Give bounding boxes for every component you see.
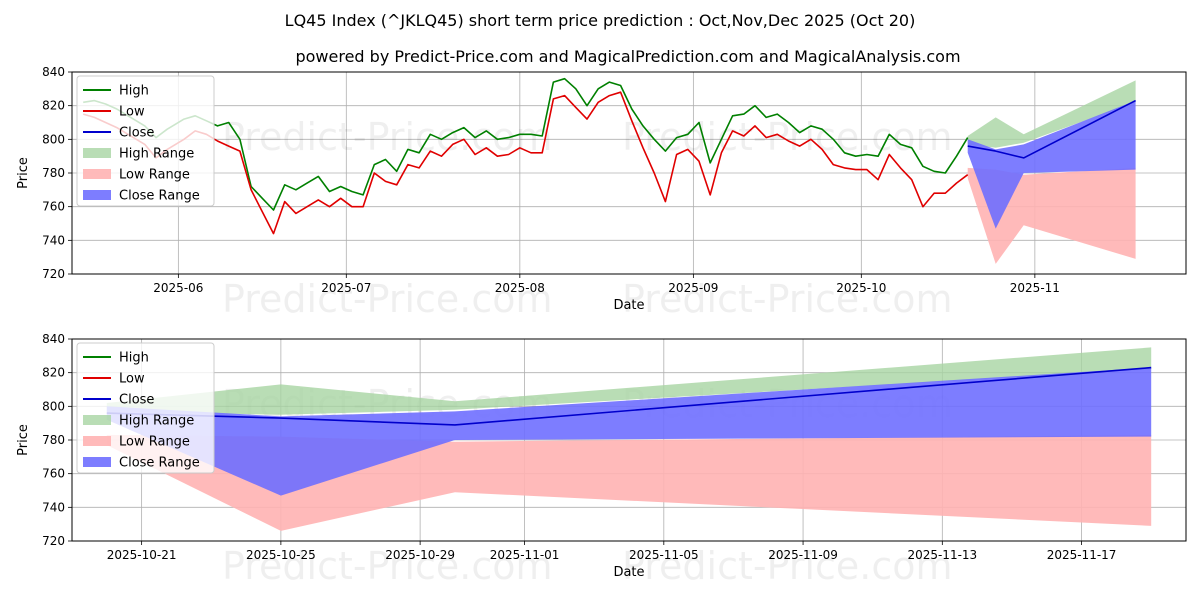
x-tick-label: 2025-06 [153, 281, 203, 295]
y-tick-label: 800 [42, 132, 65, 146]
close-range-band [106, 367, 1152, 496]
y-tick-label: 780 [42, 433, 65, 447]
legend-label-high: High [119, 351, 149, 366]
chart-subtitle: powered by Predict-Price.com and Magical… [295, 47, 960, 66]
watermark: Predict-Price.com [622, 277, 953, 321]
legend-label-low-range: Low Range [119, 168, 190, 183]
legend-label-high: High [119, 84, 149, 99]
y-tick-label: 840 [42, 65, 65, 79]
watermark: Predict-Price.com [222, 277, 553, 321]
legend-label-close: Close [119, 393, 154, 408]
x-axis-label: Date [613, 298, 644, 313]
close-range-band [967, 100, 1136, 229]
x-tick-label: 2025-11-05 [629, 548, 699, 562]
legend-label-low: Low [119, 105, 145, 120]
watermark: Predict-Price.com [622, 544, 953, 588]
legend-label-high-range: High Range [119, 147, 194, 162]
watermark: Predict-Price.com [222, 115, 553, 159]
legend-box [76, 75, 215, 207]
y-tick-label: 720 [42, 267, 65, 281]
high-range-band [967, 80, 1136, 148]
legend-label-low: Low [119, 372, 145, 387]
x-tick-label: 2025-11-09 [768, 548, 838, 562]
x-tick-label: 2025-11-13 [907, 548, 977, 562]
y-tick-label: 720 [42, 534, 65, 548]
high-range-band [106, 347, 1152, 415]
legend-swatch-low-range [83, 169, 111, 179]
legend-label-close-range: Close Range [119, 456, 200, 471]
legend-swatch-close-range [83, 457, 111, 467]
plot-area-2 [106, 347, 1152, 531]
x-tick-label: 2025-10-29 [385, 548, 455, 562]
watermark: Predict-Price.com [222, 544, 553, 588]
history-plot: 2025-06 2025-07 2025-08 2025-09 2025-10 2025-… [16, 65, 1187, 321]
y-tick-label: 820 [42, 99, 65, 113]
plot-frame [71, 71, 1187, 275]
y-tick-label: 740 [42, 233, 65, 247]
y-axis-label: Price [16, 424, 31, 456]
high-history-line [83, 77, 969, 211]
legend-box [76, 342, 215, 474]
x-tick-label: 2025-10 [836, 281, 886, 295]
x-tick-label: 2025-08 [495, 281, 545, 295]
plot-area-1 [82, 77, 1136, 264]
y-tick-label: 760 [42, 200, 65, 214]
legend-swatch-high-range [83, 415, 111, 425]
y-tick-label: 800 [42, 399, 65, 413]
x-tick-label: 2025-09 [668, 281, 718, 295]
legend-label-close-range: Close Range [119, 189, 200, 204]
y-tick-label: 820 [42, 366, 65, 380]
legend-label-high-range: High Range [119, 414, 194, 429]
y-tick-label: 740 [42, 500, 65, 514]
legend-swatch-low-range [83, 436, 111, 446]
legend-label-close: Close [119, 126, 154, 141]
x-tick-label: 2025-11-17 [1047, 548, 1117, 562]
plot-frame [71, 338, 1187, 542]
close-prediction-line [967, 99, 1136, 159]
prediction-detail-plot: 2025-10-21 2025-10-25 2025-10-29 2025-11-01… [16, 332, 1187, 588]
legend-swatch-close-range [83, 190, 111, 200]
legend-label-low-range: Low Range [119, 435, 190, 450]
y-tick-label: 760 [42, 467, 65, 481]
y-tick-label: 840 [42, 332, 65, 346]
legend-swatch-high-range [83, 148, 111, 158]
x-tick-label: 2025-11-01 [490, 548, 560, 562]
y-axis-label: Price [16, 157, 31, 189]
low-history-line [82, 91, 969, 235]
chart-title: LQ45 Index (^JKLQ45) short term price pr… [285, 11, 916, 30]
x-axis-label: Date [613, 565, 644, 580]
y-tick-label: 780 [42, 166, 65, 180]
x-tick-label: 2025-10-21 [107, 548, 177, 562]
x-tick-label: 2025-10-25 [246, 548, 316, 562]
x-tick-label: 2025-07 [321, 281, 371, 295]
x-tick-label: 2025-11 [1010, 281, 1060, 295]
